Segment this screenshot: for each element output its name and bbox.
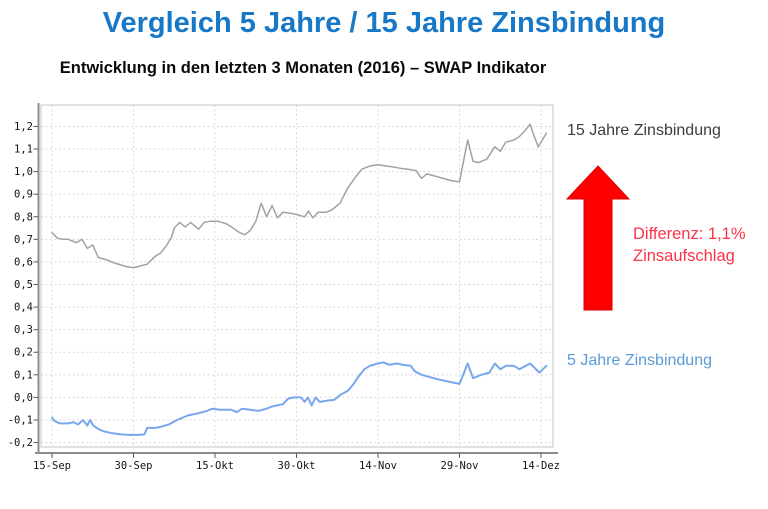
difference-line-1: Differenz: 1,1% xyxy=(633,225,746,243)
x-tick-label: 15-Okt xyxy=(196,460,234,472)
x-tick-label: 15-Sep xyxy=(33,460,71,472)
up-arrow-icon xyxy=(565,165,631,311)
y-tick-label: 0,2 xyxy=(14,347,33,359)
series-label-5-jahre: 5 Jahre Zinsbindung xyxy=(567,352,712,369)
series-line-5-jahre xyxy=(51,361,548,436)
series-label-15-jahre: 15 Jahre Zinsbindung xyxy=(567,122,721,139)
y-tick-label: 1,1 xyxy=(14,144,33,156)
x-tick-label: 14-Dez xyxy=(522,460,560,472)
series-line-15-jahre xyxy=(51,123,548,269)
y-tick-label: -0,1 xyxy=(8,414,33,426)
y-tick-label: 0,5 xyxy=(14,279,33,291)
y-tick-label: 0,8 xyxy=(14,211,33,223)
x-tick-label: 29-Nov xyxy=(441,460,479,472)
chart-subtitle: Entwicklung in den letzten 3 Monaten (20… xyxy=(59,59,547,77)
x-tick-label: 30-Sep xyxy=(115,460,153,472)
y-tick-label: 0,6 xyxy=(14,256,33,268)
x-tick-label: 14-Nov xyxy=(359,460,397,472)
y-tick-label: 0,7 xyxy=(14,234,33,246)
page-title: Vergleich 5 Jahre / 15 Jahre Zinsbindung xyxy=(102,7,666,39)
plot-frame xyxy=(40,104,554,448)
difference-line-2: Zinsaufschlag xyxy=(633,247,735,265)
y-tick-label: 1,2 xyxy=(14,121,33,133)
y-tick-label: 0,0 xyxy=(14,392,33,404)
difference-annotation: Differenz: 1,1% Zinsaufschlag xyxy=(633,223,746,267)
y-tick-label: 0,3 xyxy=(14,324,33,336)
y-tick-label: -0,2 xyxy=(8,437,33,449)
y-tick-label: 0,4 xyxy=(14,302,33,314)
y-tick-label: 1,0 xyxy=(14,166,33,178)
y-tick-label: 0,9 xyxy=(14,189,33,201)
y-tick-label: 0,1 xyxy=(14,369,33,381)
x-tick-label: 30-Okt xyxy=(278,460,316,472)
